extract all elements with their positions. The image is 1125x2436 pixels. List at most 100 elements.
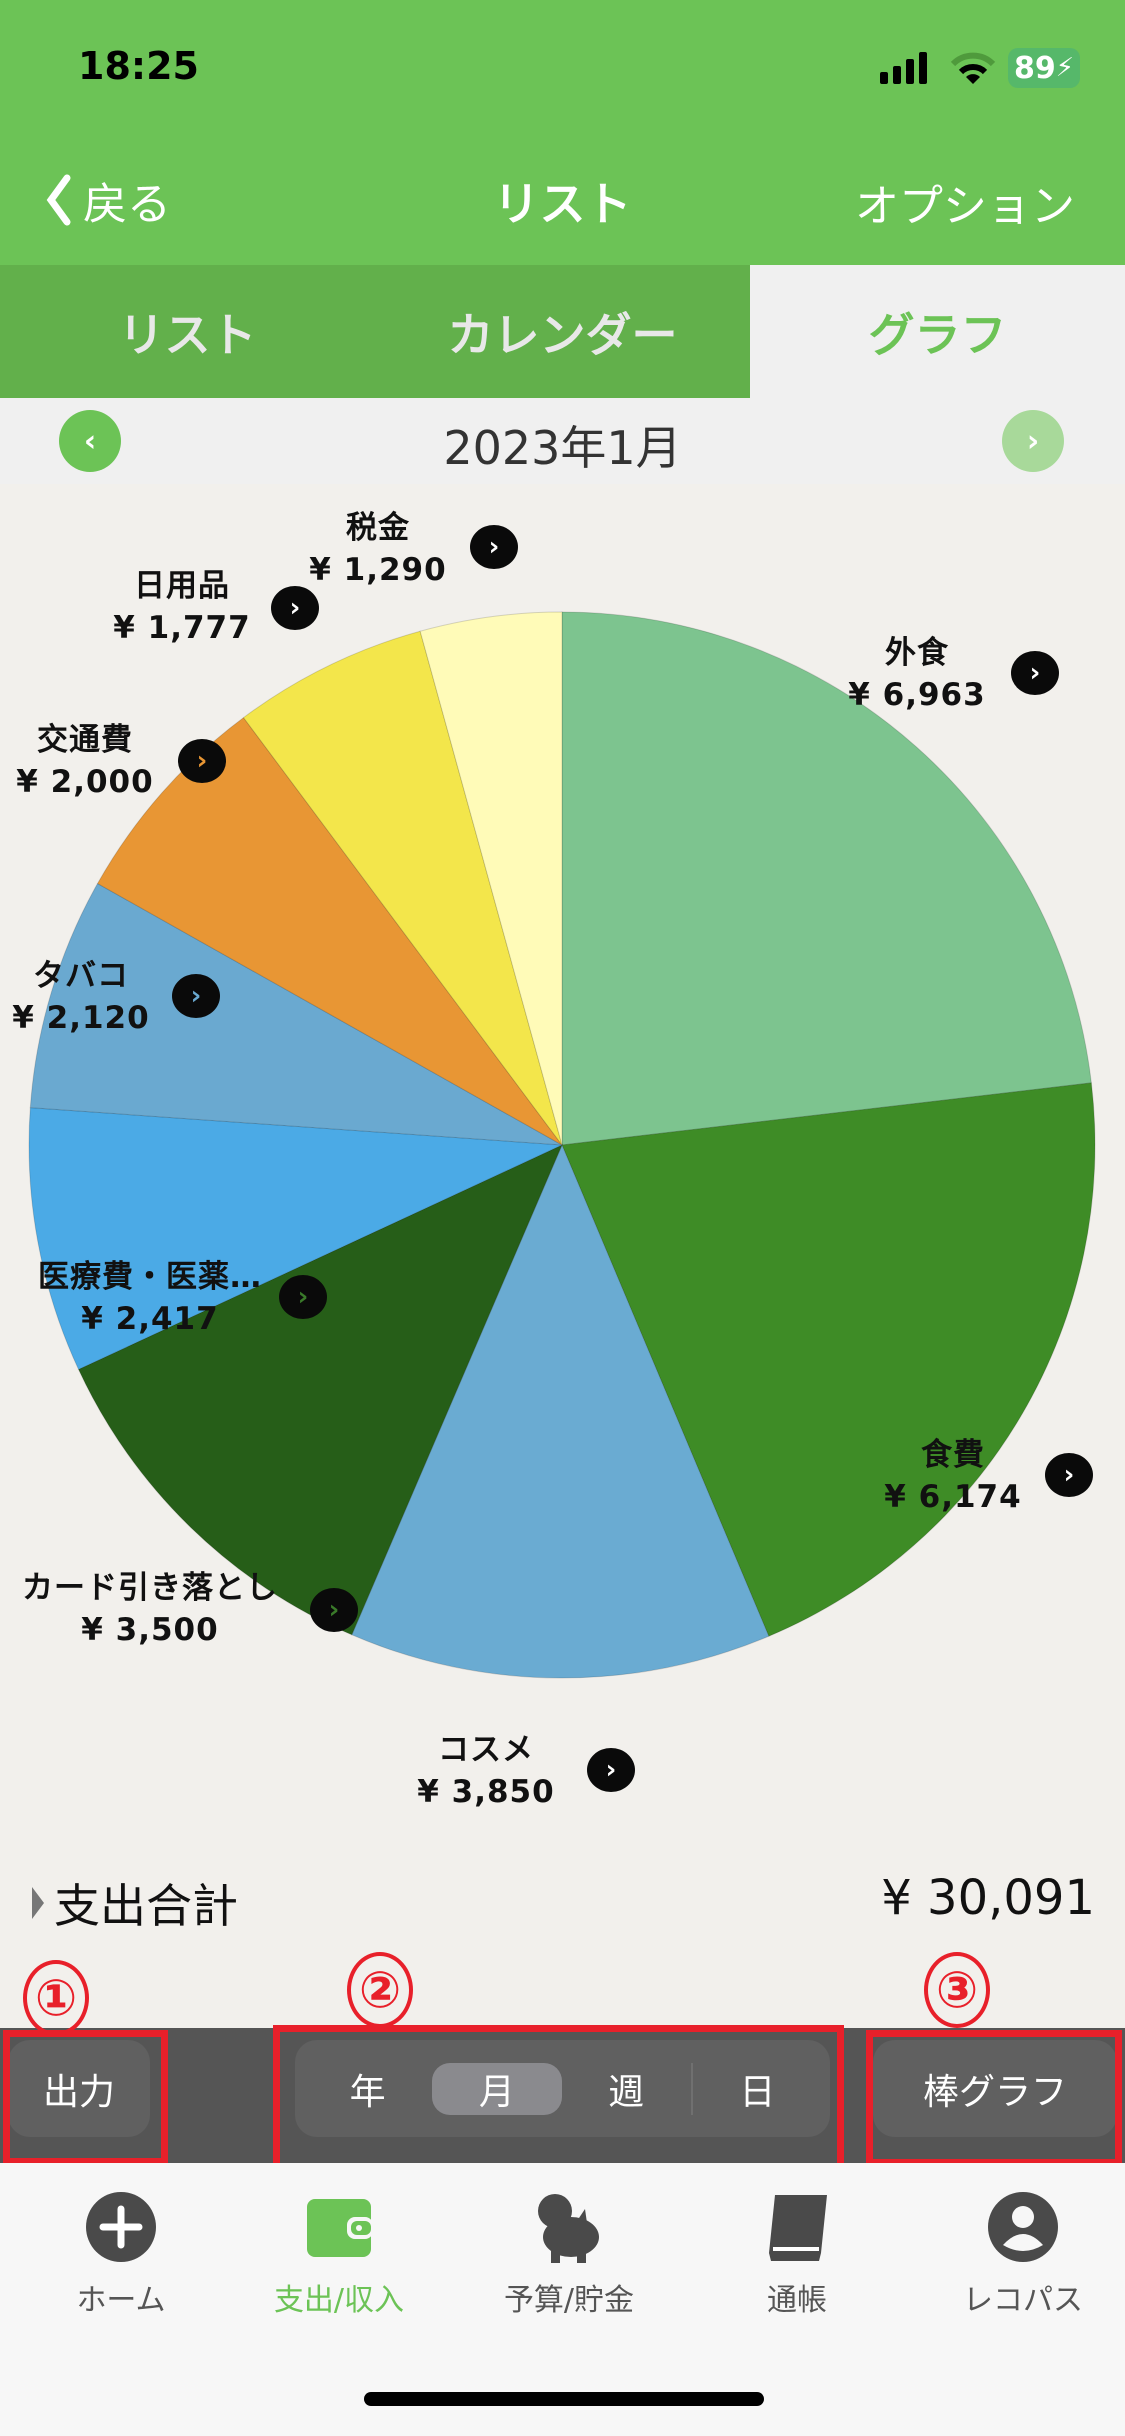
pie-label-name: カード引き落とし <box>22 1570 278 1606</box>
pie-label-value: ¥ 3,500 <box>81 1612 219 1648</box>
piggy-bank-icon <box>538 2194 599 2263</box>
chevron-right-icon[interactable]: › <box>587 1748 635 1792</box>
tab-graph[interactable]: グラフ <box>750 265 1125 398</box>
chevron-right-icon[interactable]: › <box>1011 651 1059 695</box>
page-title-text: リスト <box>493 177 632 231</box>
wifi-icon <box>950 52 996 84</box>
period-label: 2023年1月 <box>443 421 682 475</box>
segment-year[interactable]: 年 <box>349 2071 386 2113</box>
wallet-icon <box>307 2199 373 2257</box>
tabbar-label: レコパス <box>963 2283 1083 2318</box>
tabbar-recopass[interactable]: レコパス <box>913 2191 1125 2319</box>
total-value: ¥ 30,091 <box>881 1870 1095 1926</box>
next-month-button[interactable]: › <box>1002 410 1064 472</box>
chevron-right-icon[interactable]: › <box>310 1588 358 1632</box>
tabbar-expense-income[interactable]: 支出/収入 <box>229 2191 449 2319</box>
annotation-number-1: ① <box>23 1960 89 2036</box>
status-time: 18:25 <box>78 44 199 88</box>
total-toggle[interactable]: 支出合計 <box>30 1870 238 1936</box>
back-label: 戻る <box>83 179 171 230</box>
pie-label: タバコ ¥ 2,120 <box>0 955 281 1039</box>
pie-label-name: コスメ <box>438 1732 534 1768</box>
chart-toolbar: 出力 年 月 週 日 棒グラフ <box>0 2028 1125 2163</box>
period-segmented-control: 年 月 週 日 <box>295 2040 830 2137</box>
tabbar-label: 通帳 <box>767 2283 827 2318</box>
pie-label-value: ¥ 2,000 <box>16 764 154 800</box>
pie-label-name: タバコ <box>33 958 129 994</box>
pie-label: 医療費・医薬… ¥ 2,417 <box>15 1256 285 1340</box>
pie-label-value: ¥ 6,963 <box>848 677 986 713</box>
page-title: リスト <box>0 168 1125 234</box>
prev-month-button[interactable]: ‹ <box>59 410 121 472</box>
segment-day[interactable]: 日 <box>739 2071 776 2113</box>
tab-list[interactable]: リスト <box>0 265 375 398</box>
header: 18:25 89 ⚡ 戻る リスト オプション <box>0 0 1125 265</box>
pie-slice-7[interactable] <box>242 630 563 1146</box>
tabbar-budget-savings[interactable]: 予算/貯金 <box>459 2191 679 2319</box>
pie-label-value: ¥ 1,777 <box>113 610 251 646</box>
chevron-right-icon[interactable]: › <box>178 739 226 783</box>
tabbar-label: 予算/貯金 <box>503 2283 635 2318</box>
pie-slice-1[interactable] <box>561 1082 1096 1637</box>
pie-label: 外食 ¥ 6,963 <box>717 632 1117 716</box>
pie-label-value: ¥ 2,120 <box>12 1000 150 1036</box>
pie-slice-8[interactable] <box>419 611 563 1146</box>
chevron-right-icon[interactable]: › <box>470 525 518 569</box>
pie-label-name: 医療費・医薬… <box>38 1259 262 1295</box>
pie-label-name: 外食 <box>885 635 949 671</box>
period-navigator: ‹ 2023年1月 › <box>0 398 1125 484</box>
segment-month[interactable]: 月 <box>432 2062 562 2115</box>
pie-label: 税金 ¥ 1,290 <box>178 507 578 591</box>
plus-circle-icon <box>86 2192 156 2262</box>
bottom-tab-bar: ホーム 支出/収入 予算/貯金 通帳 レコパス <box>0 2163 1125 2436</box>
pie-label: 日用品 ¥ 1,777 <box>0 565 382 649</box>
book-icon <box>769 2195 827 2261</box>
home-indicator <box>364 2392 764 2406</box>
tab-calendar[interactable]: カレンダー <box>375 265 750 398</box>
pie-label: 交通費 ¥ 2,000 <box>0 719 285 803</box>
annotation-number-3: ③ <box>924 1952 990 2028</box>
chevron-right-icon[interactable]: › <box>1045 1453 1093 1497</box>
view-tabs: リスト カレンダー グラフ <box>0 265 1125 398</box>
triangle-right-icon <box>32 1887 44 1919</box>
back-button[interactable]: 戻る <box>45 168 171 232</box>
annotation-box-3 <box>866 2030 1122 2166</box>
chevron-right-icon[interactable]: › <box>271 586 319 630</box>
chevron-left-icon <box>46 174 71 226</box>
signal-icon <box>880 52 927 84</box>
pie-label-name: 税金 <box>346 510 410 546</box>
pie-label: コスメ ¥ 3,850 <box>286 1729 686 1813</box>
pie-chart <box>28 611 1096 1679</box>
battery-icon: 89 ⚡ <box>1008 48 1080 88</box>
tabbar-home[interactable]: ホーム <box>11 2191 231 2319</box>
bar-chart-toggle-button[interactable]: 棒グラフ <box>873 2040 1117 2137</box>
pie-label-value: ¥ 2,417 <box>81 1301 219 1337</box>
user-circle-icon <box>988 2192 1058 2262</box>
chevron-right-icon[interactable]: › <box>279 1275 327 1319</box>
pie-label: 食費 ¥ 6,174 <box>753 1434 1125 1518</box>
pie-slice-4[interactable] <box>28 1107 563 1371</box>
chevron-left-icon: ‹ <box>83 423 97 459</box>
export-button[interactable]: 出力 <box>8 2040 150 2137</box>
tabbar-passbook[interactable]: 通帳 <box>687 2191 907 2319</box>
pie-slice-2[interactable] <box>351 1143 770 1679</box>
annotation-box-1 <box>3 2030 168 2165</box>
chevron-right-icon[interactable]: › <box>172 974 220 1018</box>
pie-label-value: ¥ 1,290 <box>309 552 447 588</box>
tabbar-label: 支出/収入 <box>273 2283 405 2318</box>
chevron-right-icon: › <box>1026 423 1040 459</box>
pie-slice-0[interactable] <box>561 611 1092 1146</box>
segment-week[interactable]: 週 <box>562 2062 693 2115</box>
pie-slice-6[interactable] <box>96 716 563 1146</box>
pie-slice-5[interactable] <box>29 882 563 1146</box>
pie-label-name: 交通費 <box>37 722 133 758</box>
pie-label-value: ¥ 6,174 <box>884 1479 1022 1515</box>
pie-label-name: 食費 <box>921 1437 985 1473</box>
annotation-box-2 <box>273 2025 844 2173</box>
pie-label-name: 日用品 <box>134 568 230 604</box>
tabbar-label: ホーム <box>76 2283 166 2318</box>
annotation-number-2: ② <box>347 1952 413 2028</box>
pie-label: カード引き落とし ¥ 3,500 <box>15 1567 285 1651</box>
option-button[interactable]: オプション <box>855 181 1075 232</box>
pie-label-value: ¥ 3,850 <box>417 1774 555 1810</box>
